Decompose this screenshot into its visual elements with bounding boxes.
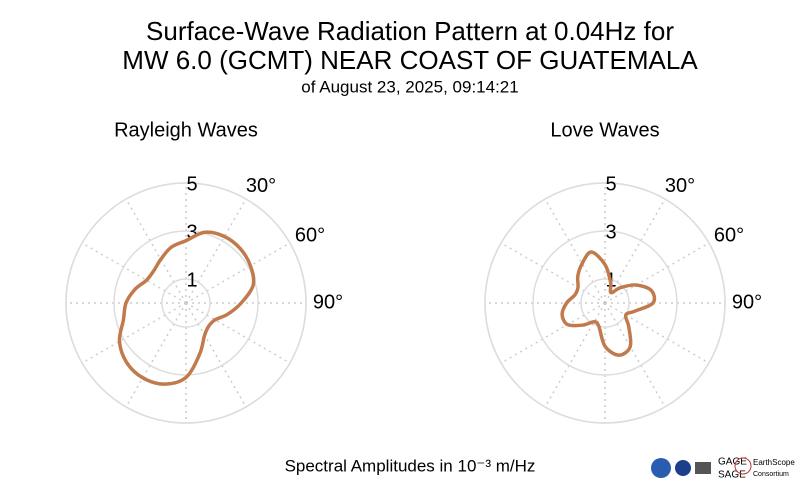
r-tick-label: 3 [605, 221, 616, 243]
theta-grid-line [604, 302, 666, 408]
logo-icon [675, 460, 691, 476]
theta-grid-line [81, 242, 187, 304]
chart-title: Surface-Wave Radiation Pattern at 0.04Hz… [146, 16, 674, 46]
theta-tick-label: 30° [246, 175, 276, 197]
theta-tick-label: 90° [732, 291, 762, 313]
theta-grid-line [81, 302, 187, 364]
theta-grid-line [185, 198, 247, 304]
r-tick-label: 5 [186, 173, 197, 195]
r-grid-line [161, 278, 211, 328]
chart-title: MW 6.0 (GCMT) NEAR COAST OF GUATEMALA [122, 45, 698, 75]
theta-tick-label: 60° [295, 224, 325, 246]
theta-grid-line [185, 302, 291, 364]
logo-icon [651, 458, 671, 478]
theta-grid-line [544, 198, 606, 304]
r-tick-label: 5 [605, 173, 616, 195]
theta-grid-line [125, 302, 187, 408]
radiation-pattern [560, 250, 657, 357]
theta-tick-label: 60° [714, 224, 744, 246]
logos: GAGE SAGE EarthScope Consortium [651, 457, 795, 481]
radiation-pattern [117, 230, 256, 386]
footer-label: Spectral Amplitudes in 10⁻³ m/Hz [285, 456, 536, 475]
logo-icon [734, 457, 752, 475]
theta-grid-line [500, 302, 606, 364]
logo-text: SAGE [718, 470, 746, 481]
theta-grid-line [604, 198, 666, 304]
r-grid-line [580, 278, 630, 328]
logo-text: GAGE [718, 457, 747, 468]
theta-grid-line [544, 302, 606, 408]
r-tick-label: 3 [186, 221, 197, 243]
r-grid-line [65, 182, 307, 424]
r-grid-line [484, 182, 726, 424]
theta-grid-line [604, 302, 710, 364]
chart-subtitle: of August 23, 2025, 09:14:21 [301, 77, 518, 96]
r-grid-line [532, 230, 678, 376]
theta-grid-line [185, 302, 247, 408]
theta-grid-line [604, 242, 710, 304]
r-tick-label: 1 [186, 269, 197, 291]
theta-grid-line [125, 198, 187, 304]
theta-grid-line [500, 242, 606, 304]
plot-title: Love Waves [550, 119, 659, 141]
theta-tick-label: 90° [313, 291, 343, 313]
logo-icon [695, 462, 711, 474]
plot-title: Rayleigh Waves [114, 119, 258, 141]
logo-text: Consortium [753, 471, 789, 478]
theta-grid-line [185, 242, 291, 304]
logo-text: EarthScope [753, 458, 795, 467]
theta-tick-label: 30° [665, 175, 695, 197]
